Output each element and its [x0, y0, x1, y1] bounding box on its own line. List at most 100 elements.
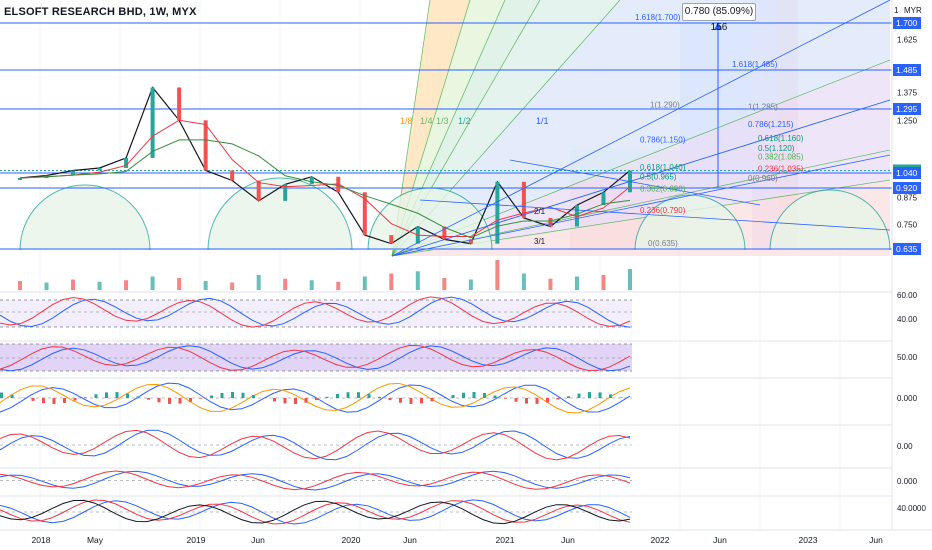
- volume-bar: [574, 276, 579, 290]
- histogram-bar: [84, 397, 87, 398]
- histogram-bar: [210, 395, 213, 398]
- indicator-line: [0, 429, 631, 461]
- indicator-axis-tick: 60.00: [897, 291, 918, 300]
- histogram-bar: [73, 398, 77, 401]
- fib-retracement-label: 0.5(1.120): [758, 144, 795, 153]
- price-candle: [256, 180, 261, 201]
- time-axis-label: Jun: [251, 535, 265, 545]
- histogram-bar: [556, 398, 560, 400]
- price-candle: [468, 239, 473, 244]
- fib-extension-label: 1.618(1.700): [635, 13, 681, 22]
- histogram-bar: [399, 398, 402, 403]
- histogram-bar: [294, 398, 297, 404]
- histogram-bar: [504, 398, 507, 399]
- histogram-bar: [63, 398, 66, 403]
- histogram-bar: [315, 398, 318, 401]
- moving-average-line: [19, 119, 631, 238]
- price-candle: [442, 226, 447, 240]
- price-tag: [893, 243, 921, 255]
- histogram-bar: [472, 392, 476, 398]
- volume-bar: [283, 278, 288, 290]
- price-candle: [601, 192, 606, 206]
- histogram-bar: [346, 392, 350, 398]
- price-candle: [124, 157, 129, 168]
- price-pane[interactable]: 1.618(1.700) 1.618(1.485) 1(1.290) 0.786(1.…: [0, 0, 892, 530]
- fib-retracement-label: 1(1.285): [748, 103, 778, 112]
- indicator-line: [0, 499, 631, 525]
- indicator-axis-tick: 0.000: [897, 394, 918, 403]
- histogram-bar: [357, 392, 360, 398]
- price-axis-tick: 0.875: [897, 194, 918, 203]
- fib-retracement-label: 0(0.960): [748, 174, 778, 183]
- histogram-bar: [420, 398, 423, 404]
- volume-bar: [389, 273, 394, 290]
- volume-bar: [203, 281, 208, 290]
- volume-bar: [18, 281, 22, 290]
- time-axis[interactable]: 2018 May 2019 Jun 2020 Jun 2021 Jun 2022 Jun 2023 J…: [0, 529, 932, 545]
- histogram-bar: [147, 398, 150, 400]
- price-axis-bg: [892, 0, 932, 530]
- volume-bar: [362, 276, 367, 290]
- price-tag-label: 1.295: [896, 104, 918, 114]
- price-axis-tick: 0.750: [897, 220, 918, 229]
- fib-extension-label: 0.5(0.965): [640, 172, 677, 181]
- price-candle: [177, 87, 182, 121]
- price-tag-label: 1.700: [896, 18, 918, 28]
- price-tag: [893, 17, 921, 29]
- fib-retracement-label: 0.236(1.035): [758, 165, 804, 174]
- trend-line: [509, 159, 761, 206]
- price-candle: [18, 178, 22, 180]
- fib-extension-label: 0.786(1.150): [640, 135, 686, 144]
- price-candle: [495, 181, 500, 244]
- fib-retracement-label: 0.382(1.085): [758, 153, 804, 162]
- indicator-line: [0, 296, 631, 328]
- histogram-bar: [577, 393, 581, 398]
- price-axis[interactable]: MYR 1 1.625 1.375 1.250 0.875 0.750 1.700 1.485 1…: [891, 0, 932, 530]
- histogram-bar: [588, 392, 591, 398]
- measure-callout: 0.780 (85.09%) 156: [682, 3, 756, 33]
- fib-retracement-label: 0.618(1.160): [758, 134, 804, 143]
- fib-extension-label: 0.236(0.790): [640, 206, 686, 215]
- price-axis-tick: 1.250: [897, 116, 918, 125]
- histogram-bar: [178, 398, 182, 404]
- histogram-bar: [52, 398, 56, 404]
- histogram-bar: [535, 398, 539, 404]
- fib-arc: [19, 184, 151, 251]
- volume-bar: [336, 281, 341, 290]
- time-axis-label: 2018: [32, 535, 51, 545]
- price-tag-label: 1.485: [896, 65, 918, 75]
- time-axis-label: 2020: [342, 535, 361, 545]
- histogram-bar: [168, 398, 171, 404]
- histogram-bar: [273, 398, 276, 402]
- projection-arrowhead: [714, 22, 722, 30]
- time-axis-label: 2023: [799, 535, 818, 545]
- histogram-bar: [336, 393, 339, 398]
- time-axis-label: Jun: [561, 535, 575, 545]
- price-candle: [574, 205, 579, 227]
- histogram-bar: [10, 394, 14, 398]
- histogram-bar: [567, 396, 570, 398]
- histogram-bar: [546, 398, 549, 403]
- price-tag-label: 0.920: [896, 183, 918, 193]
- histogram-bar: [115, 392, 119, 398]
- fib-retracement-label: 0.786(1.215): [748, 120, 794, 129]
- time-axis-label: 2019: [187, 535, 206, 545]
- histogram-bar: [126, 393, 129, 398]
- indicator-line: [0, 499, 631, 525]
- price-candle: [389, 235, 394, 244]
- time-axis-label: 2022: [651, 535, 670, 545]
- fan-ratio-label: 1/8: [400, 116, 413, 126]
- trend-line: [391, 99, 891, 257]
- volume-bar: [548, 278, 553, 290]
- volume-bar: [415, 271, 420, 290]
- price-axis-tick: 1.625: [897, 35, 918, 44]
- indicator-line: [0, 344, 631, 372]
- histogram-bar: [525, 398, 528, 404]
- indicator-panes: [0, 291, 892, 525]
- price-tag-label: 0.635: [896, 244, 918, 254]
- volume-bar: [309, 280, 314, 290]
- volume-bar: [177, 278, 182, 290]
- histogram-bar: [619, 397, 623, 398]
- volume-bar: [97, 281, 102, 290]
